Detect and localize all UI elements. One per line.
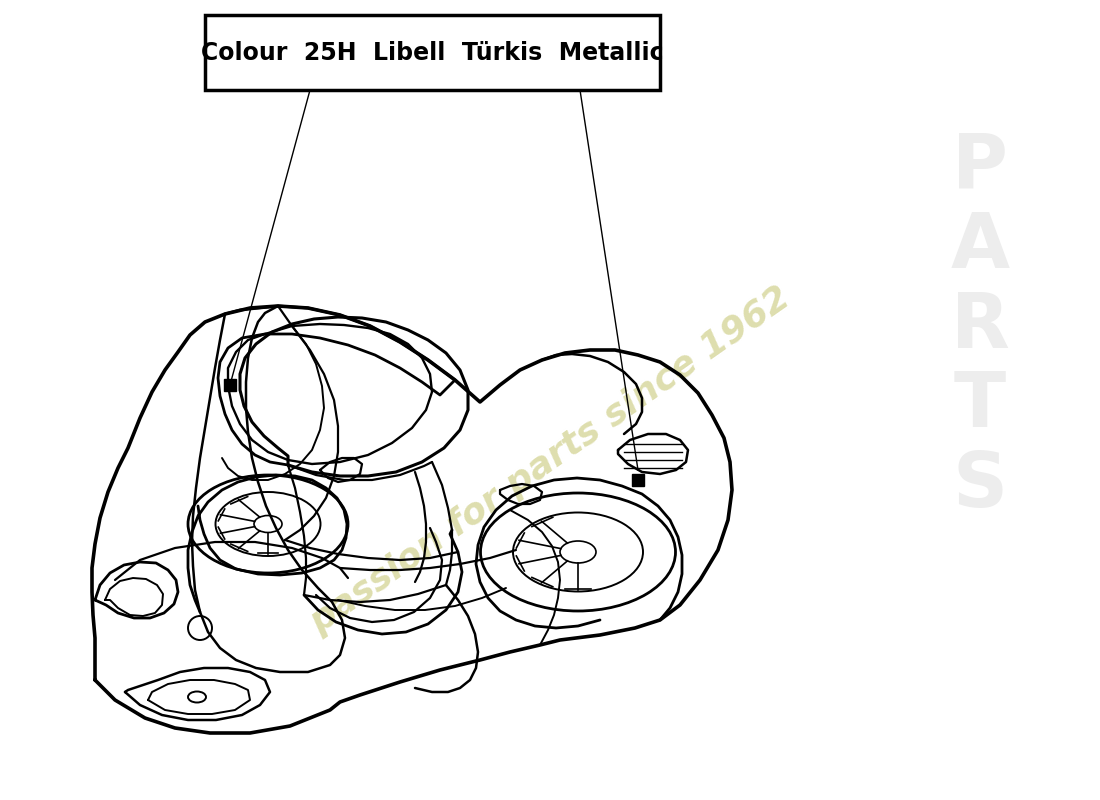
Ellipse shape [254, 515, 282, 533]
Ellipse shape [560, 541, 596, 563]
Text: Colour  25H  Libell  Türkis  Metallic: Colour 25H Libell Türkis Metallic [201, 41, 663, 65]
Text: passion for parts since 1962: passion for parts since 1962 [304, 280, 796, 640]
Bar [632, 474, 644, 486]
Bar [224, 379, 236, 391]
Bar [205, 15, 660, 90]
Text: P
A
R
T
S: P A R T S [950, 130, 1010, 523]
